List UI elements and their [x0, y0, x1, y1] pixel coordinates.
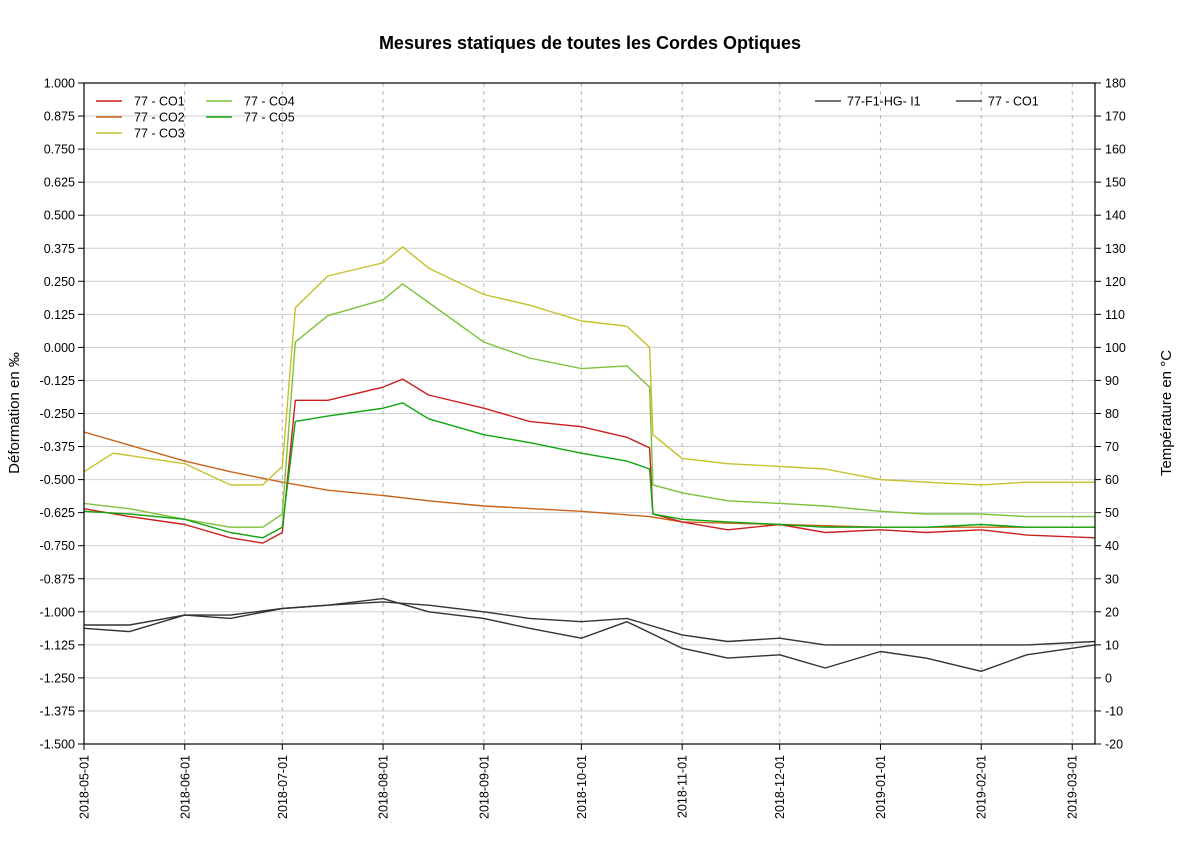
- left-axis-title: Déformation en ‰: [6, 352, 23, 474]
- right-tick-label: 140: [1105, 209, 1126, 223]
- series-line: [84, 601, 1096, 646]
- left-tick-label: 1.000: [44, 77, 75, 91]
- x-tick-label: 2018-07-01: [276, 755, 290, 819]
- right-tick-label: 80: [1105, 407, 1119, 421]
- left-tick-label: -0.875: [40, 572, 75, 586]
- x-tick-label: 2018-06-01: [178, 755, 192, 819]
- right-y-axis: 1801701601501401301201101009080706050403…: [1095, 77, 1126, 752]
- left-tick-label: 0.750: [44, 143, 75, 157]
- right-tick-label: 120: [1105, 275, 1126, 289]
- left-y-axis: 1.000 0.875 0.750 0.625 0.500 0.375 0.250 0.125…: [40, 77, 84, 752]
- x-tick-label: 2018-09-01: [477, 755, 491, 819]
- legend-label: 77 - CO1: [988, 95, 1039, 109]
- series-line: [83, 246, 1095, 486]
- right-tick-label: 160: [1105, 143, 1126, 157]
- right-tick-label: 90: [1105, 374, 1119, 388]
- left-tick-label: 0.500: [44, 209, 75, 223]
- right-axis-title: Température en °C: [1158, 350, 1175, 476]
- left-tick-label: -0.125: [40, 374, 75, 388]
- legend-label: 77 - CO4: [244, 95, 295, 109]
- legend-label: 77 - CO2: [134, 111, 185, 125]
- series-line: [83, 378, 1096, 544]
- x-tick-label: 2019-03-01: [1066, 755, 1080, 819]
- right-tick-label: 30: [1105, 572, 1119, 586]
- right-tick-label: 130: [1105, 242, 1126, 256]
- left-tick-label: -0.500: [40, 473, 75, 487]
- left-tick-label: -1.500: [40, 738, 75, 752]
- series-line: [83, 431, 1095, 528]
- x-tick-label: 2019-01-01: [874, 755, 888, 819]
- left-tick-label: -1.250: [40, 671, 75, 685]
- left-tick-label: -0.750: [40, 539, 75, 553]
- series-line: [83, 402, 1095, 539]
- right-tick-label: 180: [1105, 77, 1126, 91]
- left-tick-label: -1.000: [40, 605, 75, 619]
- right-tick-label: 110: [1105, 308, 1125, 322]
- right-tick-label: 50: [1105, 506, 1119, 520]
- legend-label: 77 - CO3: [134, 127, 185, 141]
- right-tick-label: 20: [1105, 605, 1119, 619]
- right-tick-label: 0: [1105, 671, 1112, 685]
- legend-label: 77 - CO1: [134, 95, 185, 109]
- left-tick-label: -1.375: [40, 704, 75, 718]
- left-tick-label: 0.625: [44, 176, 75, 190]
- series-line: [83, 283, 1095, 528]
- grid: [83, 82, 1095, 745]
- left-tick-label: 0.125: [44, 308, 75, 322]
- chart-title: Mesures statiques de toutes les Cordes O…: [379, 33, 801, 53]
- left-tick-label: 0.000: [44, 341, 75, 355]
- legend-label: 77 - CO5: [244, 111, 295, 125]
- right-tick-label: -10: [1105, 704, 1123, 718]
- left-tick-label: 0.250: [44, 275, 75, 289]
- legend-label: 77-F1-HG- I1: [847, 95, 921, 109]
- right-tick-label: 100: [1105, 341, 1126, 355]
- right-tick-label: 10: [1105, 638, 1119, 652]
- x-tick-label: 2018-10-01: [575, 755, 589, 819]
- series-layer: [83, 246, 1096, 672]
- x-tick-label: 2018-08-01: [377, 755, 391, 819]
- right-tick-label: 150: [1105, 176, 1126, 190]
- right-tick-label: 40: [1105, 539, 1119, 553]
- left-tick-label: -0.625: [40, 506, 75, 520]
- left-tick-label: -0.250: [40, 407, 75, 421]
- right-tick-label: 60: [1105, 473, 1119, 487]
- series-line: [83, 597, 1096, 672]
- x-tick-label: 2018-12-01: [773, 755, 787, 819]
- legend-left: 77 - CO1 77 - CO2 77 - CO3 77 - CO4 77 - CO5: [96, 95, 295, 141]
- x-tick-label: 2019-02-01: [975, 755, 989, 819]
- x-axis: 2018-05-01 2018-06-01 2018-07-01 2018-08-01…: [78, 744, 1080, 819]
- x-tick-label: 2018-11-01: [676, 755, 690, 818]
- left-tick-label: 0.375: [44, 242, 75, 256]
- right-tick-label: 170: [1105, 110, 1126, 124]
- right-tick-label: -20: [1105, 738, 1123, 752]
- x-tick-label: 2018-05-01: [78, 755, 92, 819]
- left-tick-label: 0.875: [44, 110, 75, 124]
- left-tick-label: -1.125: [40, 638, 75, 652]
- left-tick-label: -0.375: [40, 440, 75, 454]
- legend-right: 77-F1-HG- I1 77 - CO1: [815, 95, 1039, 109]
- right-tick-label: 70: [1105, 440, 1119, 454]
